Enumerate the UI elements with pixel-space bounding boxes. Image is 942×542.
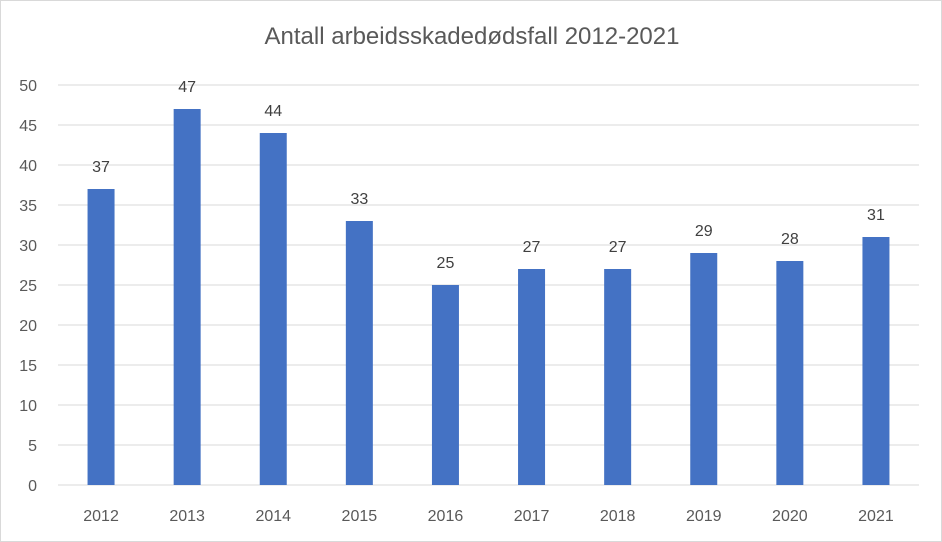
data-label-2021: 31 [867, 207, 885, 224]
data-label-2013: 47 [178, 79, 196, 96]
x-tick-label: 2012 [83, 508, 119, 525]
bar-2016 [431, 285, 459, 485]
data-label-2020: 28 [781, 231, 799, 248]
x-tick-label: 2017 [514, 508, 550, 525]
x-axis-tick-labels: 2012 2013 2014 2015 2016 2017 2018 2019 2020 2021 [83, 508, 894, 525]
y-tick-label: 25 [19, 278, 37, 295]
data-label-2016: 25 [437, 255, 455, 272]
bar-2017 [518, 269, 546, 485]
y-tick-label: 45 [19, 118, 37, 135]
data-label-2018: 27 [609, 239, 627, 256]
data-label-2014: 44 [264, 103, 282, 120]
y-tick-label: 40 [19, 158, 37, 175]
x-tick-label: 2020 [772, 508, 808, 525]
x-tick-label: 2018 [600, 508, 636, 525]
y-tick-label: 35 [19, 198, 37, 215]
bar-2021 [862, 237, 890, 485]
y-tick-label: 30 [19, 238, 37, 255]
y-tick-label: 20 [19, 318, 37, 335]
x-tick-label: 2016 [428, 508, 464, 525]
x-tick-label: 2019 [686, 508, 722, 525]
y-tick-label: 10 [19, 398, 37, 415]
y-tick-label: 0 [28, 478, 37, 495]
x-tick-label: 2021 [858, 508, 894, 525]
gridlines [58, 84, 919, 486]
y-tick-label: 50 [19, 78, 37, 95]
bars [87, 109, 890, 485]
data-labels: 37 47 44 33 25 27 27 29 28 31 [92, 79, 885, 272]
y-axis-tick-labels: 0 5 10 15 20 25 30 35 40 45 50 [19, 78, 37, 495]
bar-2020 [776, 261, 804, 485]
bar-2015 [345, 221, 373, 485]
bar-2013 [173, 109, 201, 485]
x-tick-label: 2015 [342, 508, 378, 525]
chart-title: Antall arbeidsskadedødsfall 2012-2021 [264, 23, 680, 50]
data-label-2015: 33 [350, 191, 368, 208]
bar-2019 [690, 253, 718, 485]
bar-2012 [87, 189, 115, 485]
y-tick-label: 15 [19, 358, 37, 375]
data-label-2017: 27 [523, 239, 541, 256]
data-label-2012: 37 [92, 159, 110, 176]
bar-2014 [259, 133, 287, 485]
y-tick-label: 5 [28, 438, 37, 455]
data-label-2019: 29 [695, 223, 713, 240]
bar-2018 [604, 269, 632, 485]
x-tick-label: 2013 [169, 508, 205, 525]
x-tick-label: 2014 [255, 508, 291, 525]
